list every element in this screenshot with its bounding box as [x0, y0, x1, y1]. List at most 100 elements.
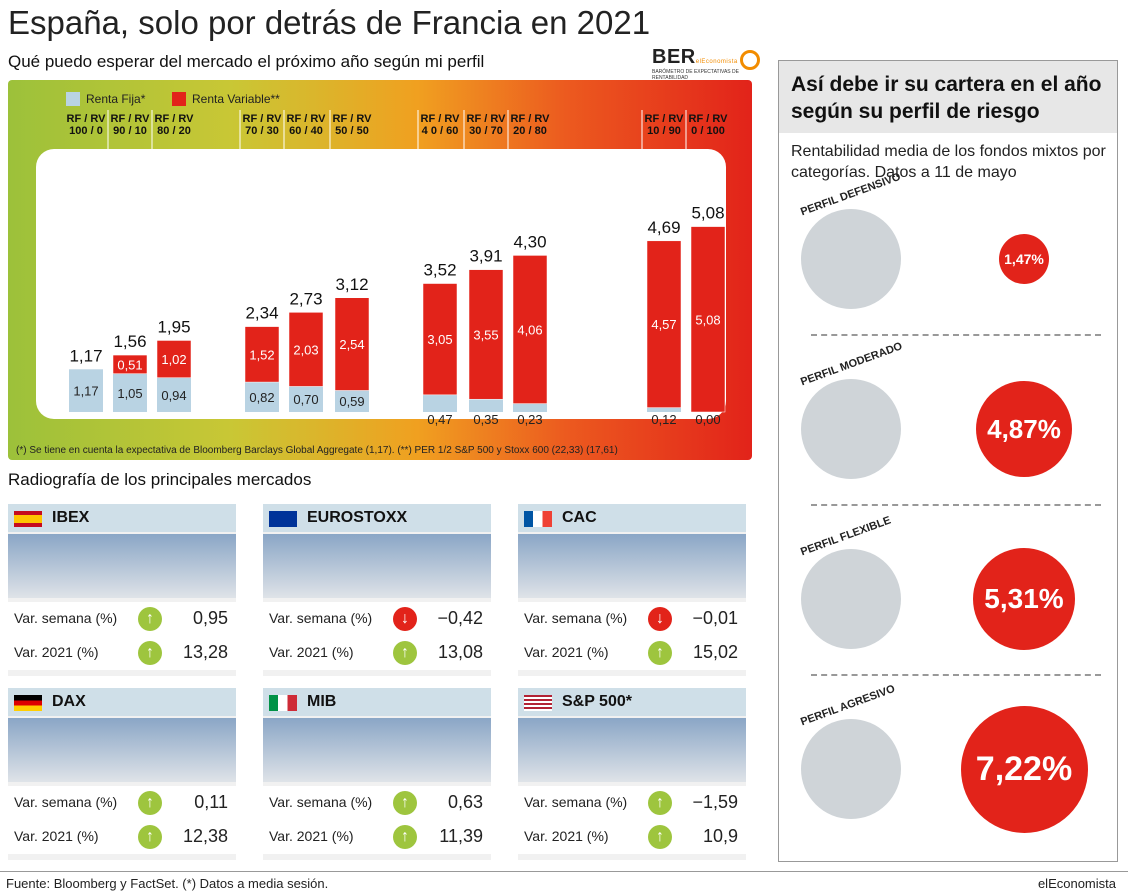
total-label: 2,73: [289, 289, 322, 308]
total-label: 3,12: [335, 275, 368, 294]
flag-icon: [269, 511, 297, 527]
legend-label-renta-variable: Renta Variable**: [192, 92, 280, 106]
total-label: 4,69: [647, 218, 680, 237]
market-card-header: CAC: [518, 504, 746, 532]
market-name: IBEX: [52, 509, 90, 526]
market-row: Var. semana (%) ↓ −0,42: [263, 602, 491, 636]
profile-return-value: 7,22%: [960, 705, 1088, 833]
legend-swatch-renta-fija: [66, 92, 80, 106]
arrow-up-icon: ↑: [138, 825, 162, 849]
data-label-renta-fija: 0,59: [339, 394, 364, 409]
chart-subtitle: Qué puedo esperar del mercado el próximo…: [8, 52, 485, 71]
profile-return-value: 4,87%: [976, 381, 1072, 477]
data-label-renta-fija: 1,05: [117, 386, 142, 401]
flag-icon: [269, 695, 297, 711]
data-label-renta-fija: 0,00: [695, 412, 720, 427]
market-name: EUROSTOXX: [307, 509, 408, 526]
market-row: Var. semana (%) ↑ 0,11: [8, 786, 236, 820]
ber-logo-text: BER: [652, 46, 696, 68]
category-label: 100 / 0: [69, 125, 103, 137]
data-label-renta-fija: 0,23: [517, 412, 542, 427]
market-row: Var. 2021 (%) ↑ 10,9: [518, 820, 746, 854]
category-label: RF / RV: [467, 113, 507, 125]
row-value: 13,08: [437, 642, 483, 662]
row-label: Var. 2021 (%): [524, 828, 609, 844]
total-label: 2,34: [245, 304, 278, 323]
market-card: MIB Var. semana (%) ↑ 0,63 Var. 2021 (%)…: [263, 688, 491, 860]
bar-renta-fija: [647, 407, 681, 412]
total-label: 5,08: [691, 204, 724, 223]
runner-icon: [801, 379, 901, 479]
bar-renta-fija: [335, 390, 369, 412]
data-label-renta-fija: 0,12: [651, 412, 676, 427]
source-note: Fuente: Bloomberg y FactSet. (*) Datos a…: [6, 876, 329, 891]
bar-renta-fija: [423, 394, 457, 412]
category-label: 30 / 70: [469, 125, 503, 137]
market-row: Var. semana (%) ↑ 0,95: [8, 602, 236, 636]
runner-icon: [801, 549, 901, 649]
market-row: Var. semana (%) ↑ −1,59: [518, 786, 746, 820]
category-label: RF / RV: [287, 113, 327, 125]
category-label: 70 / 30: [245, 125, 279, 137]
arrow-up-icon: ↑: [648, 641, 672, 665]
data-label-renta-variable: 1,02: [161, 352, 186, 367]
chart-plot-area: [36, 149, 726, 419]
market-card-header: DAX: [8, 688, 236, 716]
row-value: 11,39: [439, 826, 483, 846]
profile-panel-header: Así debe ir su cartera en el año según s…: [779, 61, 1117, 133]
profile-divider: [811, 334, 1101, 336]
category-label: 80 / 20: [157, 125, 191, 137]
market-name: CAC: [562, 509, 597, 526]
bar-renta-fija: [513, 403, 547, 412]
market-photo: [518, 718, 746, 782]
data-label-renta-variable: 3,55: [473, 327, 498, 342]
category-label: RF / RV: [111, 113, 151, 125]
market-row: Var. 2021 (%) ↑ 15,02: [518, 636, 746, 670]
profile-panel-title: Así debe ir su cartera en el año según s…: [791, 73, 1102, 123]
arrow-up-icon: ↑: [393, 641, 417, 665]
data-label-renta-variable: 5,08: [695, 312, 720, 327]
category-label: 4 0 / 60: [422, 125, 459, 137]
category-label: 90 / 10: [113, 125, 147, 137]
market-card: IBEX Var. semana (%) ↑ 0,95 Var. 2021 (%…: [8, 504, 236, 676]
markets-title: Radiografía de los principales mercados: [8, 470, 312, 489]
row-label: Var. 2021 (%): [524, 644, 609, 660]
market-row: Var. semana (%) ↑ 0,63: [263, 786, 491, 820]
bar-renta-variable: [422, 283, 458, 396]
market-row: Var. 2021 (%) ↑ 12,38: [8, 820, 236, 854]
bar-renta-fija: [469, 399, 503, 412]
category-label: 60 / 40: [289, 125, 323, 137]
bar-renta-variable: [288, 312, 324, 387]
market-name: S&P 500*: [562, 693, 632, 710]
data-label-renta-variable: 4,06: [517, 323, 542, 338]
market-photo: [263, 718, 491, 782]
row-value: 0,11: [194, 792, 228, 812]
market-card: S&P 500* Var. semana (%) ↑ −1,59 Var. 20…: [518, 688, 746, 860]
ber-logo-suffix: elEconomista: [695, 59, 738, 65]
page-title: España, solo por detrás de Francia en 20…: [8, 4, 651, 41]
data-label-renta-variable: 2,54: [339, 337, 364, 352]
market-photo: [8, 718, 236, 782]
arrow-up-icon: ↑: [648, 825, 672, 849]
total-label: 1,17: [69, 346, 102, 365]
flag-icon: [14, 511, 42, 527]
category-label: RF / RV: [67, 113, 107, 125]
data-label-renta-fija: 0,35: [473, 412, 498, 427]
category-label: RF / RV: [645, 113, 685, 125]
runner-icon: [801, 209, 901, 309]
row-label: Var. 2021 (%): [14, 644, 99, 660]
market-card-header: S&P 500*: [518, 688, 746, 716]
row-value: 13,28: [182, 642, 228, 662]
row-label: Var. semana (%): [269, 794, 373, 810]
category-label: RF / RV: [155, 113, 195, 125]
row-label: Var. semana (%): [269, 610, 373, 626]
row-label: Var. 2021 (%): [269, 828, 354, 844]
row-label: Var. 2021 (%): [269, 644, 354, 660]
bar-renta-variable: [690, 226, 726, 413]
market-name: DAX: [52, 693, 86, 710]
row-value: −0,42: [437, 608, 483, 628]
arrow-up-icon: ↑: [138, 791, 162, 815]
market-photo: [263, 534, 491, 598]
total-label: 1,95: [157, 317, 190, 336]
